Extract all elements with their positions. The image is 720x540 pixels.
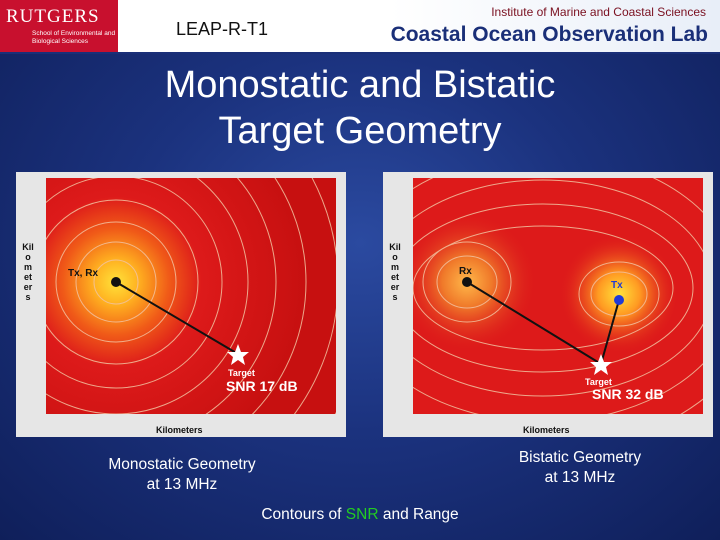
bi-rx-label: Rx <box>459 266 472 277</box>
slide-title: Monostatic and Bistatic Target Geometry <box>0 62 720 154</box>
bi-tx-marker <box>614 295 624 305</box>
bi-caption-line-2: at 13 MHz <box>544 469 616 486</box>
mono-path-line <box>115 281 239 355</box>
bi-rx-path-line <box>466 281 602 365</box>
mono-caption-line-2: at 13 MHz <box>146 476 218 493</box>
mono-contour-map: Tx, Rx Target <box>46 178 336 414</box>
bi-x-axis-label: Kilometers <box>523 425 570 435</box>
mono-txrx-marker <box>111 277 121 287</box>
title-line-2: Target Geometry <box>218 110 502 152</box>
logo-subtitle: School of Environmental and Biological S… <box>32 30 116 45</box>
bi-target-label: Target <box>585 377 612 387</box>
bi-caption-line-1: Bistatic Geometry <box>518 449 642 466</box>
contours-prefix: Contours of <box>261 506 342 523</box>
mono-snr-label: SNR 17 dB <box>226 378 298 394</box>
institute-banner: Institute of Marine and Coastal Sciences… <box>390 0 720 52</box>
lab-name: Coastal Ocean Observation Lab <box>390 23 708 46</box>
bi-tx-path-line <box>600 299 620 365</box>
bi-snr-label: SNR 32 dB <box>592 386 664 402</box>
document-code: LEAP-R-T1 <box>176 19 269 39</box>
bi-tx-label: Tx <box>611 280 623 291</box>
bi-plot-area: Rx Tx Target <box>413 178 703 414</box>
mono-target-label: Target <box>228 368 255 378</box>
logo-name: RUTGERS <box>6 6 100 27</box>
contours-snr: SNR <box>345 506 379 523</box>
header-bar: RUTGERS School of Environmental and Biol… <box>0 0 720 54</box>
bi-y-axis-label: Kilometers <box>389 242 401 302</box>
title-line-1: Monostatic and Bistatic <box>164 64 556 106</box>
bi-target-star-icon <box>590 354 612 375</box>
mono-plot-area: Tx, Rx Target <box>46 178 336 414</box>
institute-name: Institute of Marine and Coastal Sciences <box>491 5 706 19</box>
bi-caption: Bistatic Geometry at 13 MHz <box>480 448 680 488</box>
rutgers-logo: RUTGERS School of Environmental and Biol… <box>0 0 118 52</box>
mono-contours <box>46 178 336 414</box>
mono-caption-line-1: Monostatic Geometry <box>108 456 256 473</box>
mono-caption: Monostatic Geometry at 13 MHz <box>82 455 282 495</box>
mono-field <box>46 178 336 414</box>
bi-rx-marker <box>462 277 472 287</box>
mono-txrx-label: Tx, Rx <box>68 268 98 279</box>
contours-suffix: and Range <box>382 506 459 523</box>
bi-contour-map: Rx Tx Target <box>413 178 703 414</box>
monostatic-plot: Kilometers <box>16 172 346 437</box>
contours-caption: Contours of SNR and Range <box>240 505 480 525</box>
bi-contours <box>413 178 703 414</box>
mono-target-star-icon <box>227 344 249 365</box>
mono-x-axis-label: Kilometers <box>156 425 203 435</box>
mono-y-axis-label: Kilometers <box>22 242 34 302</box>
bistatic-plot: Kilometers <box>383 172 713 437</box>
